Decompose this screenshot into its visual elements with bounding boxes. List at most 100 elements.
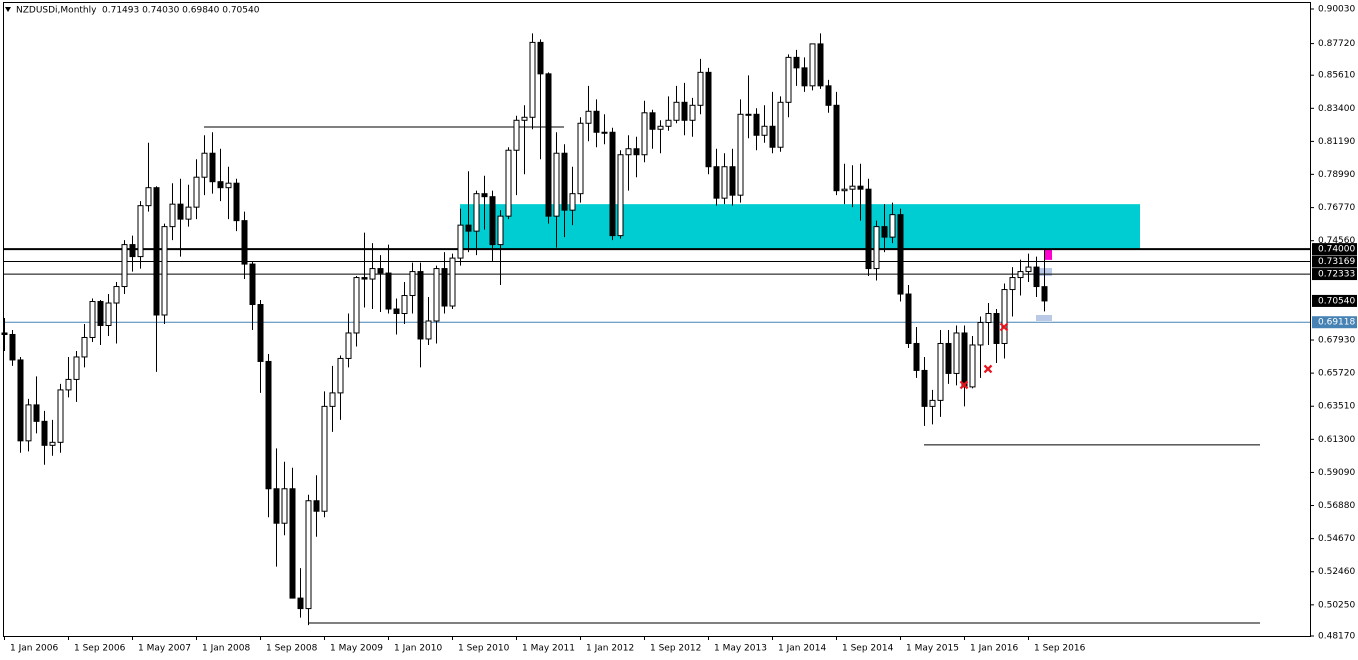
candle-body — [369, 268, 376, 280]
price-label: 0.70540 — [1318, 296, 1355, 306]
zone — [1044, 248, 1052, 260]
candle-body — [1001, 289, 1008, 344]
candle-body — [729, 166, 736, 196]
chart-title: NZDUSDi,Monthly — [16, 6, 97, 16]
candle-body — [889, 214, 896, 238]
candle-body — [177, 203, 184, 220]
candle-body — [145, 187, 152, 207]
candle-body — [1025, 266, 1032, 273]
candle-body — [1017, 271, 1024, 279]
candle-body — [409, 271, 416, 297]
candle-body — [969, 344, 976, 388]
candle-body — [905, 293, 912, 344]
candle-body — [873, 226, 880, 270]
candle-body — [65, 378, 72, 391]
x-tick-label: 1 Jan 2012 — [586, 644, 634, 654]
candle-body — [537, 41, 544, 75]
candle-body — [833, 104, 840, 192]
candle-body — [561, 152, 568, 211]
y-tick-label: 0.65720 — [1318, 369, 1355, 379]
candle-body — [137, 205, 144, 258]
candle-body — [169, 203, 176, 228]
candle-body — [673, 101, 680, 121]
y-tick-label: 0.50250 — [1318, 600, 1355, 610]
candle-body — [697, 71, 704, 106]
candle-body — [273, 488, 280, 524]
candle-body — [817, 43, 824, 87]
candle-body — [337, 357, 344, 394]
candle-body — [129, 244, 136, 258]
candle-body — [17, 359, 24, 442]
candle-body — [329, 392, 336, 407]
candle-body — [761, 125, 768, 136]
x-tick-label: 1 Jan 2014 — [778, 644, 826, 654]
y-tick-label: 0.63510 — [1318, 402, 1355, 412]
y-tick-label: 0.87720 — [1318, 39, 1355, 49]
plot-area — [1, 33, 1310, 626]
candle-body — [529, 41, 536, 118]
candle-body — [657, 125, 664, 130]
y-tick-label: 0.54670 — [1318, 534, 1355, 544]
price-label-box — [1312, 255, 1357, 268]
x-tick-label: 1 Sep 2012 — [650, 644, 701, 654]
candle-body — [401, 295, 408, 315]
candle-body — [953, 332, 960, 374]
price-label: 0.73169 — [1318, 257, 1355, 267]
candle-body — [721, 166, 728, 199]
candle-body — [249, 263, 256, 306]
x-tick-label: 1 Sep 2014 — [842, 644, 894, 654]
candle-body — [793, 56, 800, 69]
candle-body — [217, 181, 224, 189]
candle-body — [513, 119, 520, 151]
candle-body — [481, 193, 488, 198]
cross-marker — [999, 322, 1009, 332]
candle-body — [809, 43, 816, 87]
candle-body — [785, 56, 792, 103]
candle-body — [89, 301, 96, 338]
candle-body — [961, 332, 968, 388]
candle-body — [257, 304, 264, 362]
candle-body — [345, 332, 352, 359]
candle-body — [241, 220, 248, 265]
candle-body — [545, 73, 552, 217]
candle-body — [161, 226, 168, 316]
y-tick-label: 0.76770 — [1318, 203, 1355, 213]
candle-body — [713, 166, 720, 199]
candle-body — [641, 112, 648, 156]
candle-body — [441, 268, 448, 307]
candle-body — [113, 286, 120, 304]
x-tick-label: 1 May 2011 — [522, 644, 575, 654]
candle-body — [25, 404, 32, 442]
candle-body — [209, 152, 216, 183]
candle-body — [625, 148, 632, 156]
price-label: 0.69118 — [1318, 318, 1355, 328]
x-tick-label: 1 Jan 2006 — [10, 644, 58, 654]
zone — [1036, 315, 1052, 321]
candle-body — [1009, 277, 1016, 291]
candle-body — [633, 148, 640, 156]
x-tick-label: 1 May 2009 — [330, 644, 383, 654]
candle-body — [601, 131, 608, 134]
y-tick-label: 0.61300 — [1318, 435, 1355, 445]
candle-body — [937, 342, 944, 401]
candle-body — [553, 152, 560, 217]
candle-body — [681, 101, 688, 121]
ohlc-header: 0.71493 0.74030 0.69840 0.70540 — [102, 6, 260, 16]
candle-body — [73, 356, 80, 380]
y-tick-label: 0.90030 — [1318, 4, 1355, 14]
x-tick-label: 1 Sep 2008 — [266, 644, 318, 654]
candle-body — [105, 302, 112, 326]
candle-body — [497, 215, 504, 246]
y-tick-label: 0.78990 — [1318, 170, 1355, 180]
candle-body — [521, 116, 528, 121]
candle-body — [569, 193, 576, 211]
x-tick-label: 1 May 2007 — [138, 644, 191, 654]
candle-body — [1, 332, 8, 335]
candle-body — [225, 182, 232, 189]
price-label-box — [1312, 294, 1357, 307]
price-label: 0.72333 — [1318, 270, 1355, 280]
candle-body — [841, 188, 848, 192]
price-label-box — [1312, 268, 1357, 281]
menu-triangle[interactable] — [5, 7, 11, 12]
